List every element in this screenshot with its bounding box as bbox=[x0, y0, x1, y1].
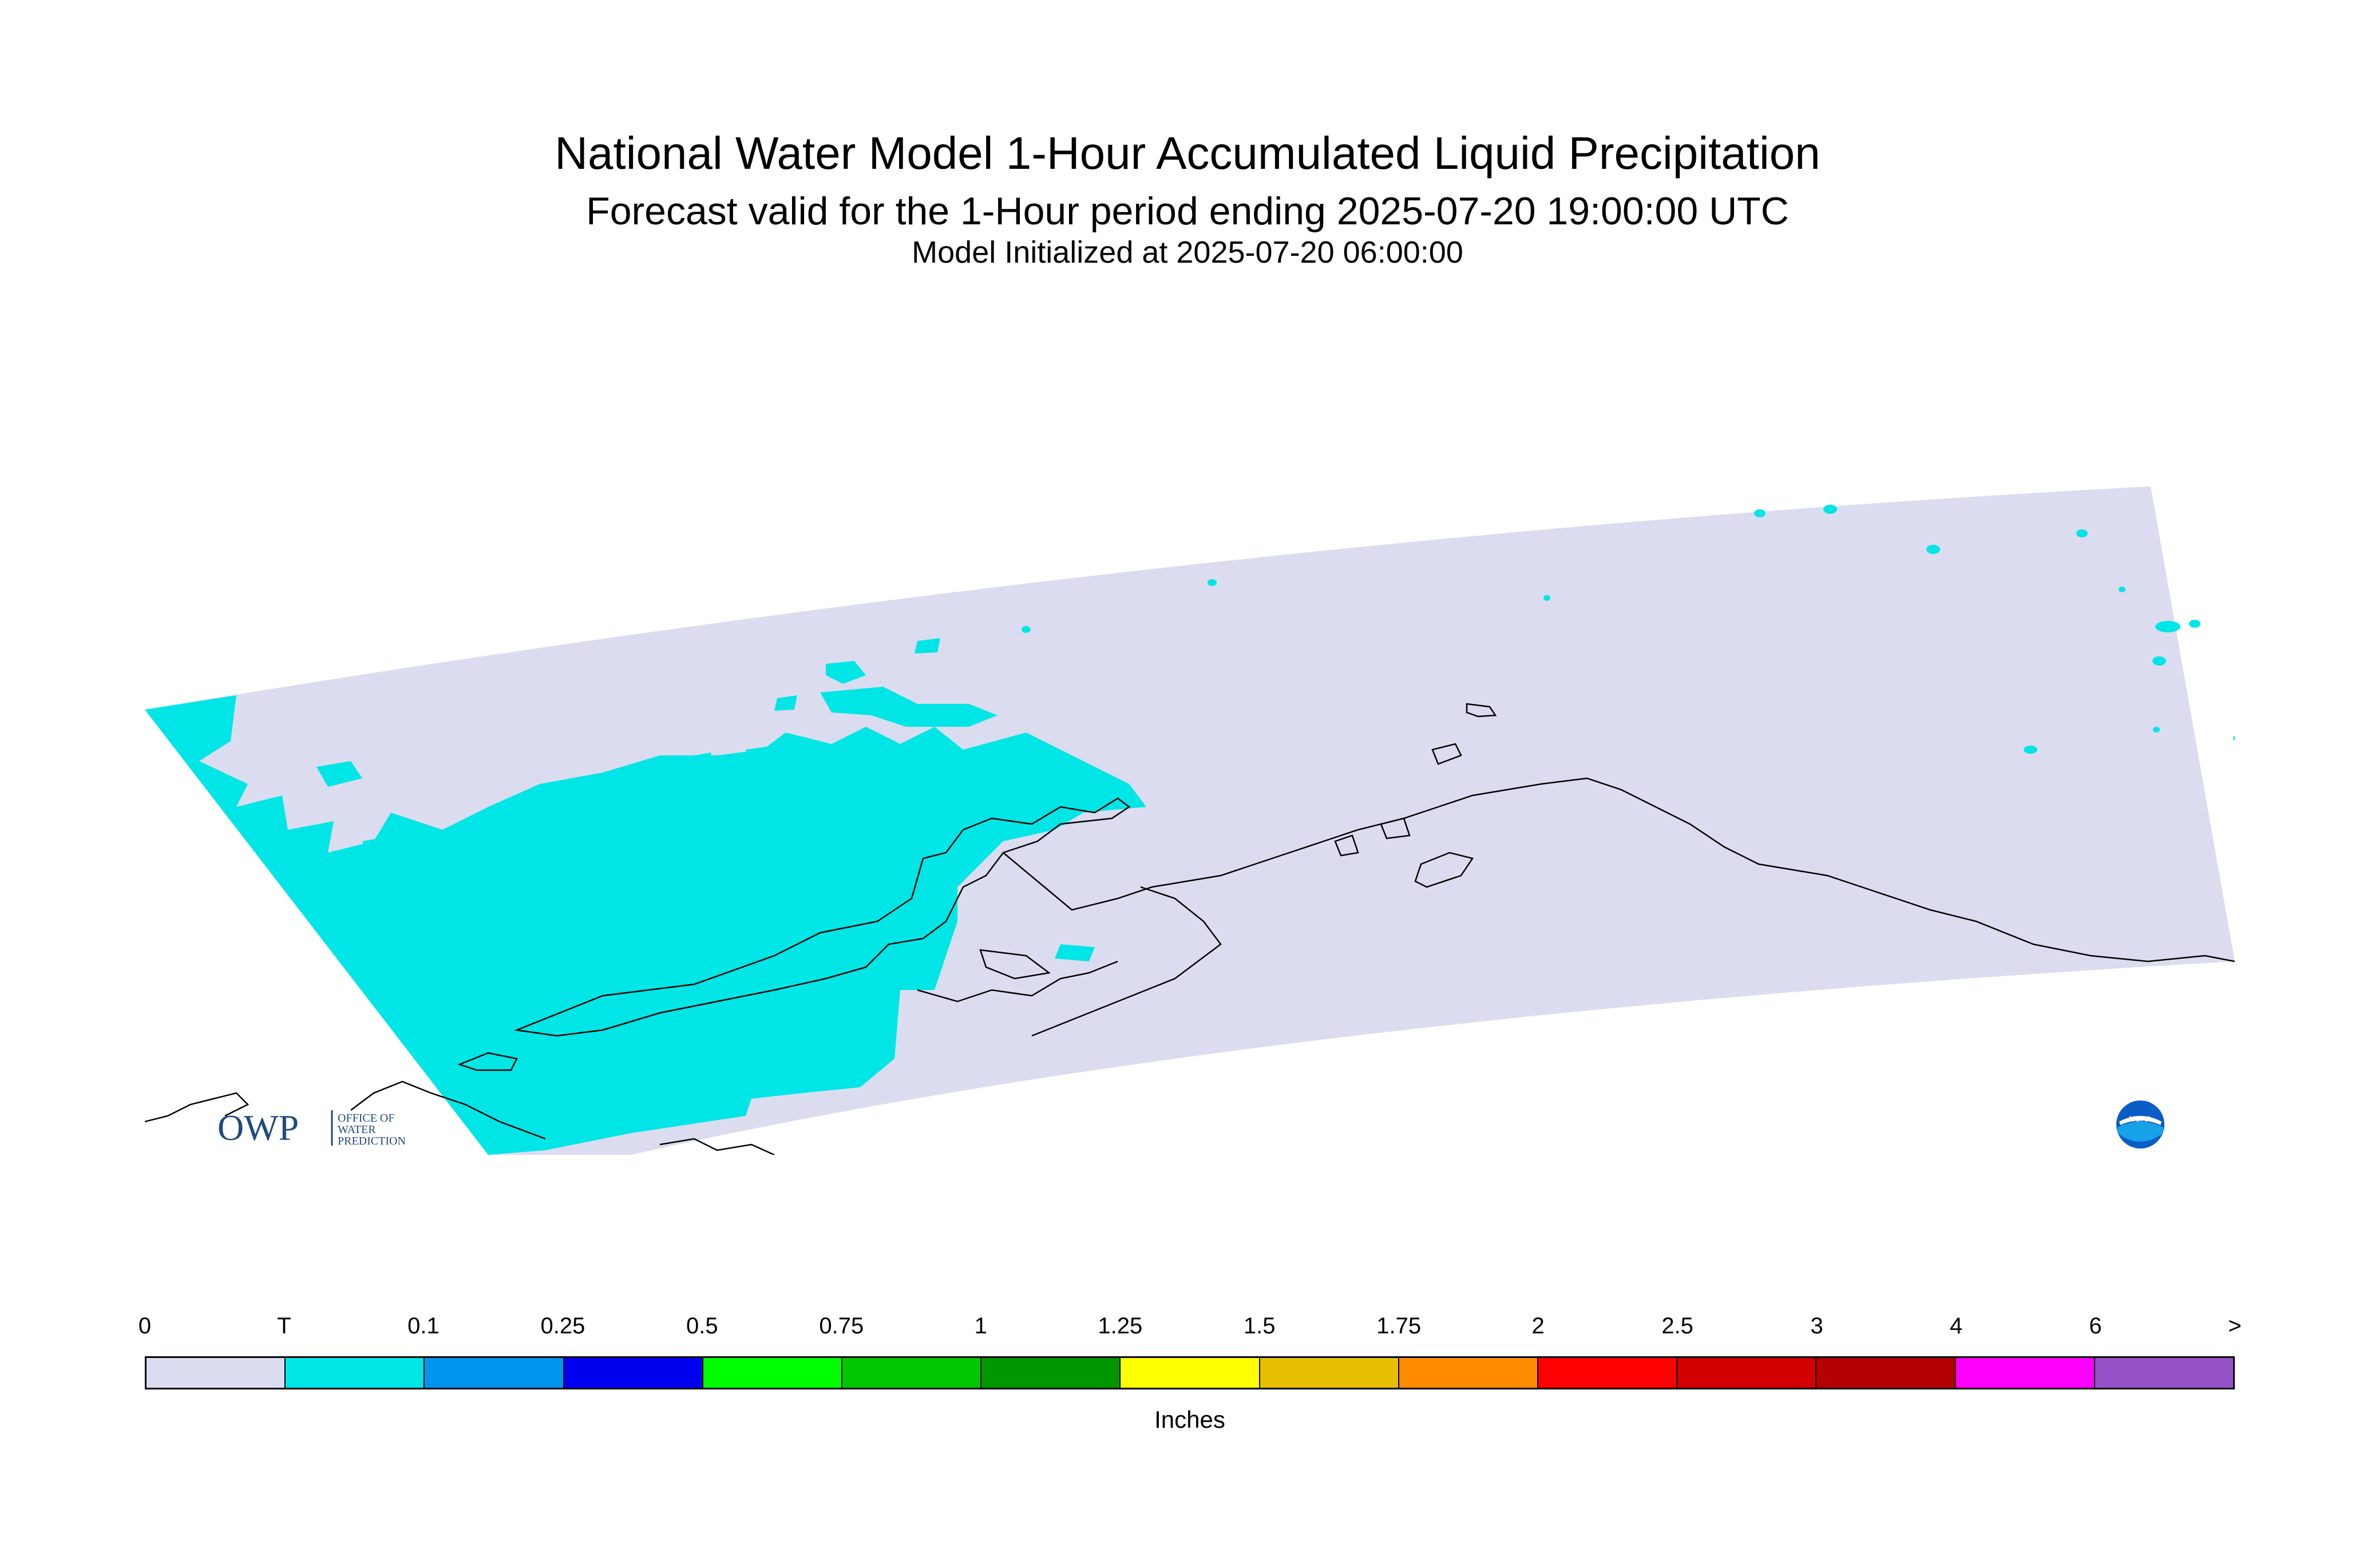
map-subtitle: Forecast valid for the 1-Hour period end… bbox=[586, 189, 1789, 233]
legend-tick: 0 bbox=[138, 1313, 152, 1339]
model-initialized-text: Model Initialized at 2025-07-20 06:00:00 bbox=[912, 235, 1463, 270]
legend-tick: T bbox=[277, 1313, 291, 1339]
legend-swatch bbox=[1816, 1358, 1956, 1388]
legend-swatch bbox=[1399, 1358, 1539, 1388]
legend-swatch bbox=[1121, 1358, 1260, 1388]
legend-tick: 1.5 bbox=[1243, 1313, 1276, 1339]
color-legend: 0 T 0.1 0.25 0.5 0.75 1 1.25 1.5 1.75 2 2.5 3 4 6 > Inc… bbox=[138, 1313, 2242, 1451]
legend-tick: 0.5 bbox=[686, 1313, 718, 1339]
legend-tick: 4 bbox=[1949, 1313, 1963, 1339]
legend-swatch bbox=[564, 1358, 703, 1388]
legend-tick: > bbox=[2228, 1313, 2242, 1339]
legend-swatch bbox=[147, 1358, 286, 1388]
legend-swatch bbox=[981, 1358, 1121, 1388]
legend-tick: 3 bbox=[1810, 1313, 1823, 1339]
legend-swatch bbox=[1538, 1358, 1678, 1388]
legend-swatch bbox=[425, 1358, 564, 1388]
owp-logo-line3: PREDICTION bbox=[338, 1135, 406, 1147]
map-title: National Water Model 1-Hour Accumulated … bbox=[555, 128, 1820, 179]
legend-colorbar bbox=[145, 1356, 2235, 1389]
legend-tick: 2 bbox=[1531, 1313, 1545, 1339]
legend-swatch bbox=[703, 1358, 843, 1388]
legend-tick: 1.75 bbox=[1376, 1313, 1422, 1339]
legend-tick: 1.25 bbox=[1098, 1313, 1143, 1339]
legend-units: Inches bbox=[1154, 1406, 1225, 1433]
legend-swatch bbox=[286, 1358, 425, 1388]
precipitation-areas bbox=[145, 638, 1146, 1155]
legend-tick: 2.5 bbox=[1661, 1313, 1693, 1339]
owp-logo: OWP OFFICE OF WATER PREDICTION bbox=[217, 1107, 406, 1148]
noaa-logo: NOAA bbox=[2116, 1100, 2164, 1149]
legend-swatch bbox=[1956, 1358, 2095, 1388]
legend-swatch bbox=[2095, 1358, 2234, 1388]
legend-swatch bbox=[1260, 1358, 1399, 1388]
legend-swatch bbox=[1677, 1358, 1817, 1388]
legend-tick: 0.1 bbox=[407, 1313, 440, 1339]
owp-logo-line1: OFFICE OF bbox=[338, 1112, 394, 1124]
legend-tick: 1 bbox=[974, 1313, 987, 1339]
legend-tick: 6 bbox=[2089, 1313, 2102, 1339]
legend-tick: 0.25 bbox=[540, 1313, 585, 1339]
precipitation-spots bbox=[813, 505, 2235, 857]
legend-tick: 0.75 bbox=[819, 1313, 864, 1339]
coastlines bbox=[145, 703, 2235, 1155]
noaa-logo-text: NOAA bbox=[2129, 1114, 2152, 1123]
owp-logo-line2: WATER bbox=[338, 1123, 376, 1136]
precipitation-map bbox=[145, 486, 2235, 1155]
owp-logo-abbr: OWP bbox=[217, 1107, 299, 1148]
legend-swatch bbox=[842, 1358, 982, 1388]
